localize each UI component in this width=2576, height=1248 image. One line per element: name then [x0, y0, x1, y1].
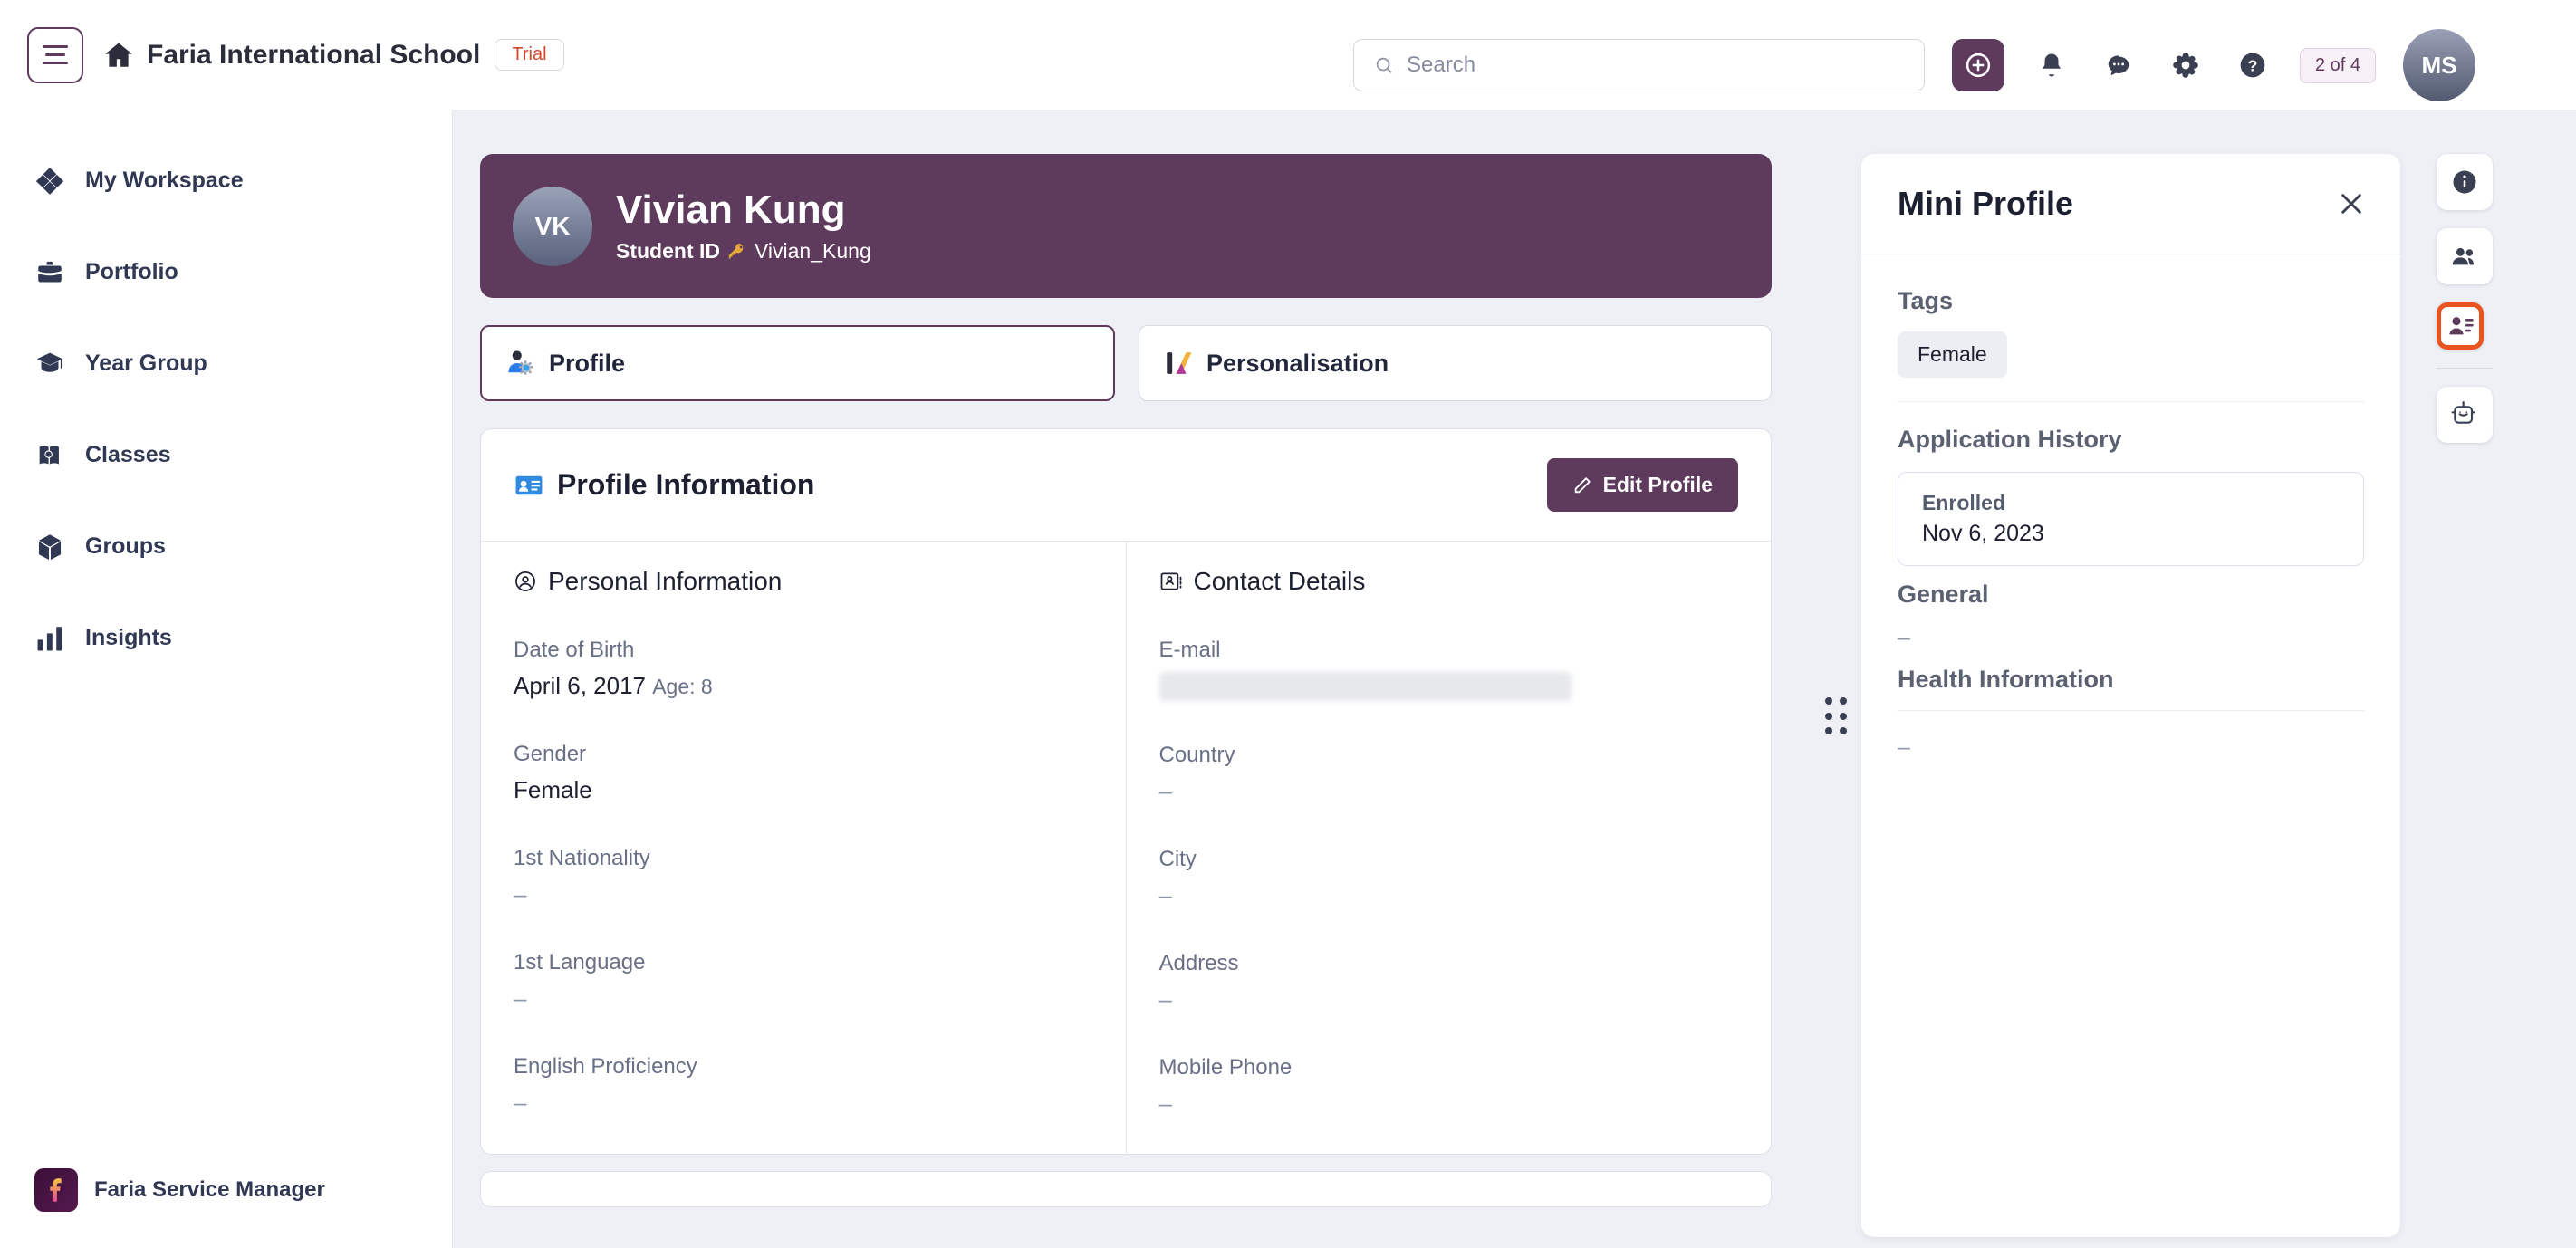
svg-text:?: ?	[2248, 57, 2258, 75]
